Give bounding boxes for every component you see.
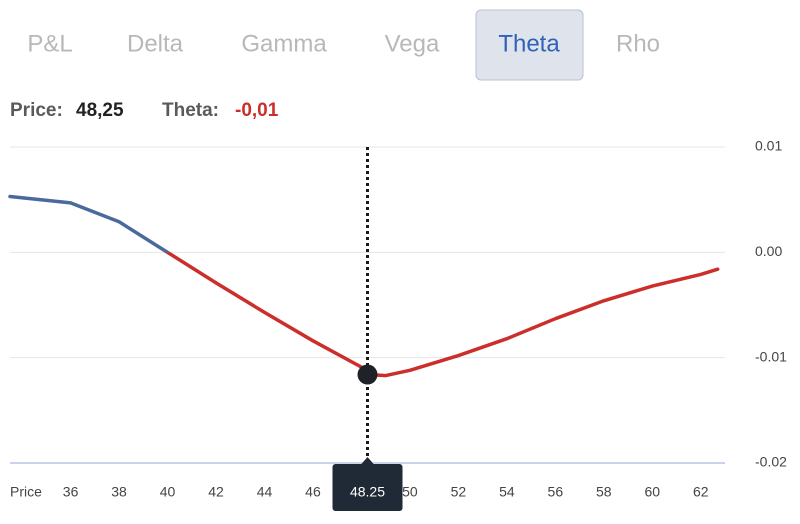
x-tick-label: 40: [160, 484, 176, 500]
y-tick-label: -0.01: [755, 348, 787, 364]
tab-bar: P&L Delta Gamma Vega Theta Rho: [27, 30, 660, 57]
tab[interactable]: Theta: [498, 30, 560, 57]
marker-dot: [357, 364, 378, 385]
x-tick-label: 54: [499, 484, 515, 500]
chart: 0.01 0.00 -0.01 -0.02 Price 36 38 40 42 44 46 50 52 5…: [8, 138, 787, 511]
active-tab-bg: [475, 9, 584, 81]
tab[interactable]: Gamma: [241, 30, 327, 57]
x-tick-label: 36: [63, 484, 79, 500]
greek-label: Theta:: [162, 100, 219, 121]
x-tick-label: 42: [208, 484, 224, 500]
x-tick-label: 62: [693, 484, 709, 500]
price-value: 48,25: [76, 100, 124, 121]
x-tick-label: 60: [644, 484, 660, 500]
tooltip-box: [332, 464, 403, 511]
tab[interactable]: Delta: [127, 30, 184, 57]
theta-line: [8, 194, 720, 378]
price-label: Price:: [10, 100, 63, 121]
tab[interactable]: P&L: [27, 30, 72, 57]
y-tick-label: 0.01: [755, 138, 782, 154]
y-tick-label: 0.00: [755, 243, 782, 259]
x-tick-label: 44: [257, 484, 273, 500]
x-tick-label: 46: [305, 484, 321, 500]
x-tick-label: 58: [596, 484, 612, 500]
greek-value: -0,01: [235, 100, 279, 121]
tooltip-pointer: [360, 457, 375, 465]
x-tick-label: 38: [111, 484, 127, 500]
y-tick-label: -0.02: [755, 454, 787, 470]
tab[interactable]: Rho: [616, 30, 660, 57]
x-tick-label: 56: [548, 484, 564, 500]
x-tick-label: 50: [402, 484, 418, 500]
tooltip-label: 48.25: [350, 484, 385, 500]
x-tick-label: 52: [451, 484, 467, 500]
x-axis-label: Price: [10, 484, 42, 500]
tab[interactable]: Vega: [385, 30, 440, 57]
